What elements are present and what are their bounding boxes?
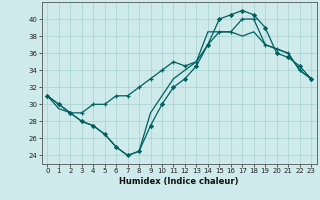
X-axis label: Humidex (Indice chaleur): Humidex (Indice chaleur) xyxy=(119,177,239,186)
